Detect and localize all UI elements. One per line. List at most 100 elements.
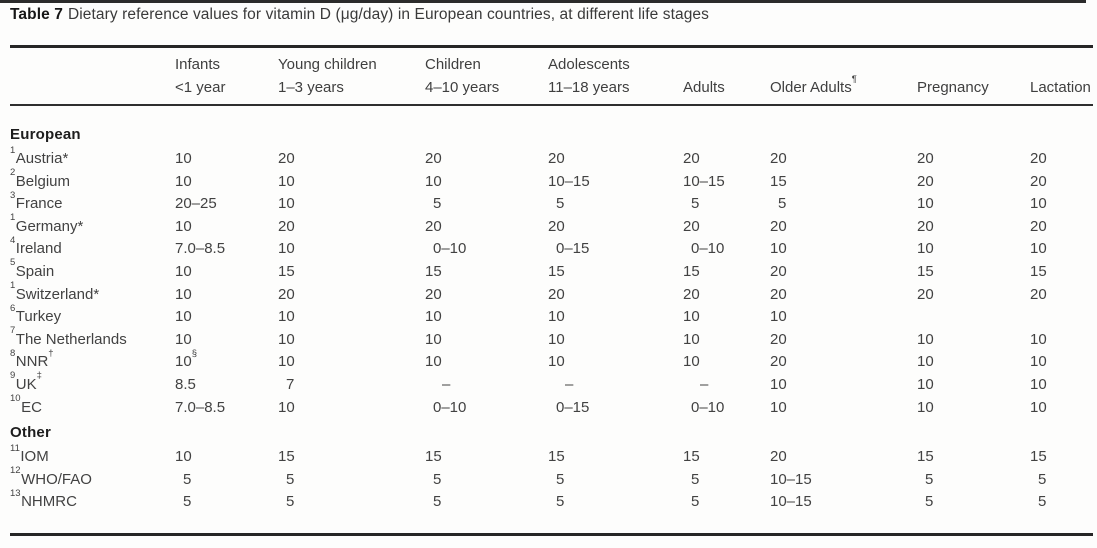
- table-row: 12WHO/FAO 5 5 5 5 5 10–15 5 5: [10, 466, 1093, 492]
- row-label: 13NHMRC: [10, 487, 77, 511]
- value-cell: 20: [917, 150, 934, 167]
- section-heading: Other: [10, 424, 52, 442]
- value-cell: 10: [1030, 375, 1047, 393]
- value-cell: 10: [548, 308, 565, 326]
- value-cell: 15: [548, 262, 565, 280]
- value-cell: 15: [917, 448, 934, 466]
- value-cell: 10: [175, 262, 192, 280]
- value-cell: 20: [917, 285, 934, 303]
- value-cell: 15: [425, 448, 442, 466]
- value-cell: 15: [548, 448, 565, 466]
- column-header-line1: Young children: [278, 56, 377, 73]
- value-cell: 10: [175, 172, 192, 190]
- value-cell: 20: [425, 150, 442, 167]
- value-cell: –: [700, 375, 709, 393]
- value-cell: 10: [278, 195, 295, 213]
- row-label: 1Switzerland*: [10, 280, 100, 303]
- value-cell: 20: [770, 353, 787, 371]
- value-cell: 20: [1030, 217, 1047, 235]
- value-cell: 20: [425, 217, 442, 235]
- value-cell: 10–15: [683, 172, 725, 190]
- value-cell: 7.0–8.5: [175, 398, 226, 416]
- value-cell: 0–15: [556, 240, 590, 258]
- column-header-line1: Children: [425, 56, 481, 73]
- column-header-line2: Older Adults¶: [770, 73, 857, 96]
- table-row: 1Austria* 10 20 20 20 20 20 20 20: [10, 145, 1093, 171]
- value-cell: 5: [183, 470, 192, 488]
- table-row: 7The Netherlands 10 10 10 10 10 20 10 10: [10, 325, 1093, 352]
- value-cell: 10: [917, 240, 934, 258]
- column-header-line2: Adults: [683, 79, 725, 96]
- column-header: Infants <1 year: [175, 53, 278, 99]
- column-header: Young children 1–3 years: [278, 53, 425, 99]
- value-cell: 10: [175, 285, 192, 303]
- value-cell: 10: [1030, 195, 1047, 213]
- value-cell: 5: [925, 470, 934, 488]
- value-cell: 10: [1030, 353, 1047, 371]
- column-header-line2: Lactation: [1030, 79, 1091, 96]
- value-cell: 10: [917, 330, 934, 348]
- table-row: 1Switzerland* 10 20 20 20 20 20 20 20: [10, 280, 1093, 307]
- value-cell: 10: [278, 353, 295, 371]
- value-cell: 10: [548, 330, 565, 348]
- value-cell: 15: [917, 262, 934, 280]
- row-label: 7The Netherlands: [10, 325, 127, 348]
- table-row: 11IOM 10 15 15 15 15 20 15 15: [10, 443, 1093, 469]
- value-cell: 15: [770, 172, 787, 190]
- value-cell: 15: [1030, 262, 1047, 280]
- value-cell: 10: [278, 330, 295, 348]
- value-cell: 10: [425, 330, 442, 348]
- value-cell: 20: [1030, 285, 1047, 303]
- table-row: 8NNR† 10§ 10 10 10 10 20 10 10: [10, 347, 1093, 374]
- table-caption-text: Dietary reference values for vitamin D (…: [67, 6, 710, 23]
- column-header: Adolescents 11–18 years: [548, 53, 683, 99]
- value-cell: 20–25: [175, 195, 217, 213]
- value-cell: 15: [1030, 448, 1047, 466]
- value-cell: 20: [683, 150, 700, 167]
- value-cell: 0–10: [433, 240, 467, 258]
- table-row: 4Ireland 7.0–8.5 10 0–10 0–15 0–10 10 10 10: [10, 236, 1093, 261]
- row-label: 10EC: [10, 393, 42, 416]
- value-cell: 10–15: [770, 493, 812, 511]
- value-cell: 10: [770, 308, 787, 326]
- value-cell: 20: [548, 217, 565, 235]
- value-cell: 10: [175, 150, 192, 167]
- value-cell: 10: [425, 308, 442, 326]
- table-row: 1Germany* 10 20 20 20 20 20 20 20: [10, 212, 1093, 239]
- value-cell: 10: [917, 195, 934, 213]
- column-header: Lactation: [1030, 53, 1093, 99]
- value-cell: 10: [770, 398, 787, 416]
- table-header-row: Infants <1 year Young children 1–3 years Chi…: [10, 48, 1093, 106]
- row-label: 1Germany*: [10, 212, 84, 235]
- value-cell: 5: [778, 195, 787, 213]
- value-cell: 10: [278, 172, 295, 190]
- value-cell: 10–15: [548, 172, 590, 190]
- value-cell: 10: [683, 353, 700, 371]
- row-label: 2Belgium: [10, 167, 70, 190]
- value-cell: 10: [770, 375, 787, 393]
- value-cell: 10: [425, 353, 442, 371]
- value-cell: 20: [917, 172, 934, 190]
- column-header-line1: [917, 53, 1030, 76]
- value-cell: 20: [278, 285, 295, 303]
- column-header-line1: Infants: [175, 56, 221, 73]
- value-cell: 5: [691, 470, 700, 488]
- value-cell: 5: [433, 470, 442, 488]
- value-cell: 5: [691, 493, 700, 511]
- value-cell: 10–15: [770, 470, 812, 488]
- column-header: Adults: [683, 53, 770, 99]
- table-row: 3France 20–25 10 5 5 5 5 10 10: [10, 190, 1093, 216]
- row-label: 9UK‡: [10, 370, 42, 393]
- value-cell: 5: [433, 195, 442, 213]
- row-label: 8NNR†: [10, 347, 54, 371]
- value-cell: 5: [286, 493, 295, 511]
- column-header-line1: [770, 53, 917, 76]
- value-cell: 0–15: [556, 398, 590, 416]
- column-header-line1: [10, 53, 175, 76]
- section-heading: European: [10, 126, 81, 143]
- column-header-line2: 1–3 years: [278, 79, 344, 96]
- value-cell: 5: [691, 195, 700, 213]
- table-number: Table 7: [10, 6, 63, 23]
- value-cell: 20: [683, 285, 700, 303]
- data-table: Infants <1 year Young children 1–3 years Chi…: [10, 45, 1093, 536]
